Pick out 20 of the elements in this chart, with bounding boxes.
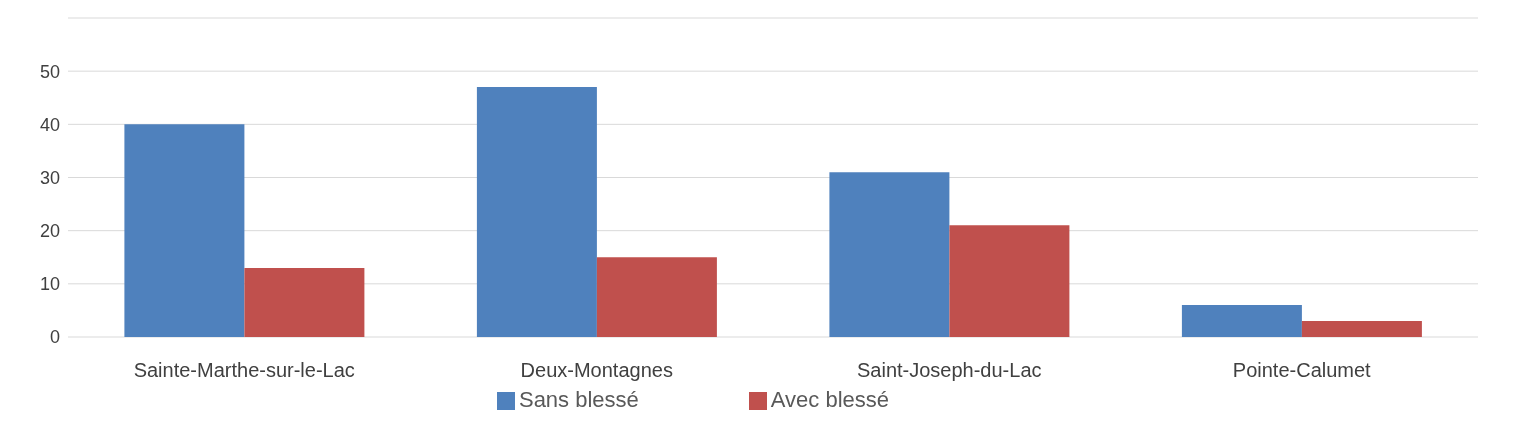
x-tick-label: Saint-Joseph-du-Lac (856, 359, 1042, 382)
x-tick-label: Pointe-Calumet (1232, 359, 1372, 382)
x-tick-label: Deux-Montagnes (520, 359, 673, 382)
bar (476, 87, 597, 337)
y-tick-label: 30 (39, 167, 60, 188)
y-tick-label: 10 (39, 274, 60, 295)
bar (1181, 305, 1302, 337)
bar (949, 225, 1070, 337)
y-tick-label: 50 (39, 61, 60, 82)
bar (596, 257, 717, 337)
bar (1301, 321, 1422, 337)
legend-label: Sans blessé (518, 387, 639, 412)
bar (829, 172, 950, 337)
x-tick-label: Sainte-Marthe-sur-le-Lac (133, 359, 355, 382)
y-tick-label: 20 (39, 221, 60, 242)
y-tick-label: 40 (39, 114, 60, 135)
legend-label: Avec blessé (770, 387, 890, 412)
y-tick-label: 0 (49, 327, 60, 348)
bar (244, 267, 365, 337)
bar (124, 124, 245, 337)
